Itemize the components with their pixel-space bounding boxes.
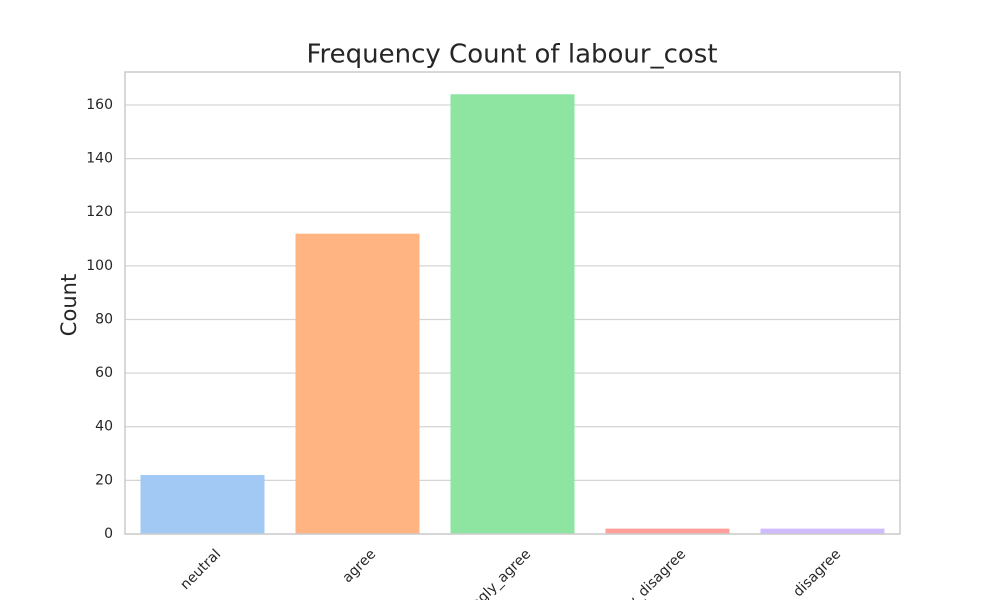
chart-title: Frequency Count of labour_cost <box>306 40 717 70</box>
y-tick-label: 140 <box>86 151 113 167</box>
y-tick-label: 120 <box>86 204 113 220</box>
bar <box>760 528 885 534</box>
y-tick-label: 80 <box>95 311 113 327</box>
y-tick-label: 160 <box>86 97 113 113</box>
y-axis-label: Count <box>57 274 81 336</box>
bar <box>450 94 575 534</box>
x-tick-label: neutral <box>177 546 224 593</box>
bar <box>295 233 420 535</box>
y-tick-label: 0 <box>104 526 113 542</box>
y-tick-label: 60 <box>95 365 113 381</box>
x-tick-label: strongly_disagree <box>590 546 689 600</box>
y-tick-label: 40 <box>95 419 113 435</box>
x-tick-label: disagree <box>790 546 844 600</box>
x-tick-label: strongly_agree <box>449 546 534 600</box>
bar <box>140 475 265 534</box>
y-tick-label: 100 <box>86 258 113 274</box>
y-tick-label: 20 <box>95 472 113 488</box>
x-tick-label: agree <box>339 546 379 586</box>
bar <box>605 528 730 534</box>
plot-frame <box>124 71 901 535</box>
